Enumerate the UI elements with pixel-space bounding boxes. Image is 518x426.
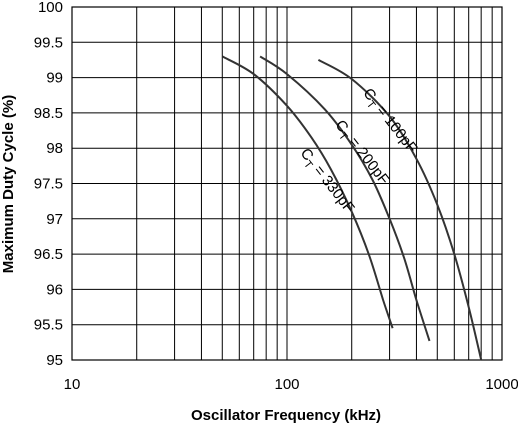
y-tick-label: 97.5 — [34, 176, 63, 193]
series-line-1 — [317, 59, 483, 361]
y-tick-label: 97 — [46, 211, 63, 228]
grid — [71, 6, 503, 361]
y-tick-label: 98 — [46, 140, 63, 157]
plot-frame — [71, 6, 503, 361]
curve-label-3: CT = 330pF — [294, 145, 357, 218]
x-tick-label: 10 — [64, 376, 81, 393]
curve-label-2: CT = 200pF — [329, 117, 392, 190]
x-axis-title: Oscillator Frequency (kHz) — [191, 407, 381, 424]
x-tick-label: 1000 — [485, 376, 518, 393]
tick-labels: 95 95.5 96 96.5 97 97.5 98 98.5 99 99.5 100 10 100 10… — [34, 0, 518, 393]
y-axis-title: Maximum Duty Cycle (%) — [0, 95, 17, 273]
y-tick-label: 96 — [46, 281, 63, 298]
y-tick-label: 95.5 — [34, 317, 63, 334]
y-tick-label: 99.5 — [34, 34, 63, 51]
series-curves — [221, 55, 483, 361]
y-tick-label: 98.5 — [34, 105, 63, 122]
series-line-2 — [259, 55, 431, 342]
y-tick-label: 99 — [46, 70, 63, 87]
x-tick-label: 100 — [274, 376, 299, 393]
y-tick-label: 96.5 — [34, 246, 63, 263]
series-line-3 — [221, 55, 394, 329]
y-tick-label: 100 — [38, 0, 63, 16]
y-tick-label: 95 — [46, 352, 63, 369]
